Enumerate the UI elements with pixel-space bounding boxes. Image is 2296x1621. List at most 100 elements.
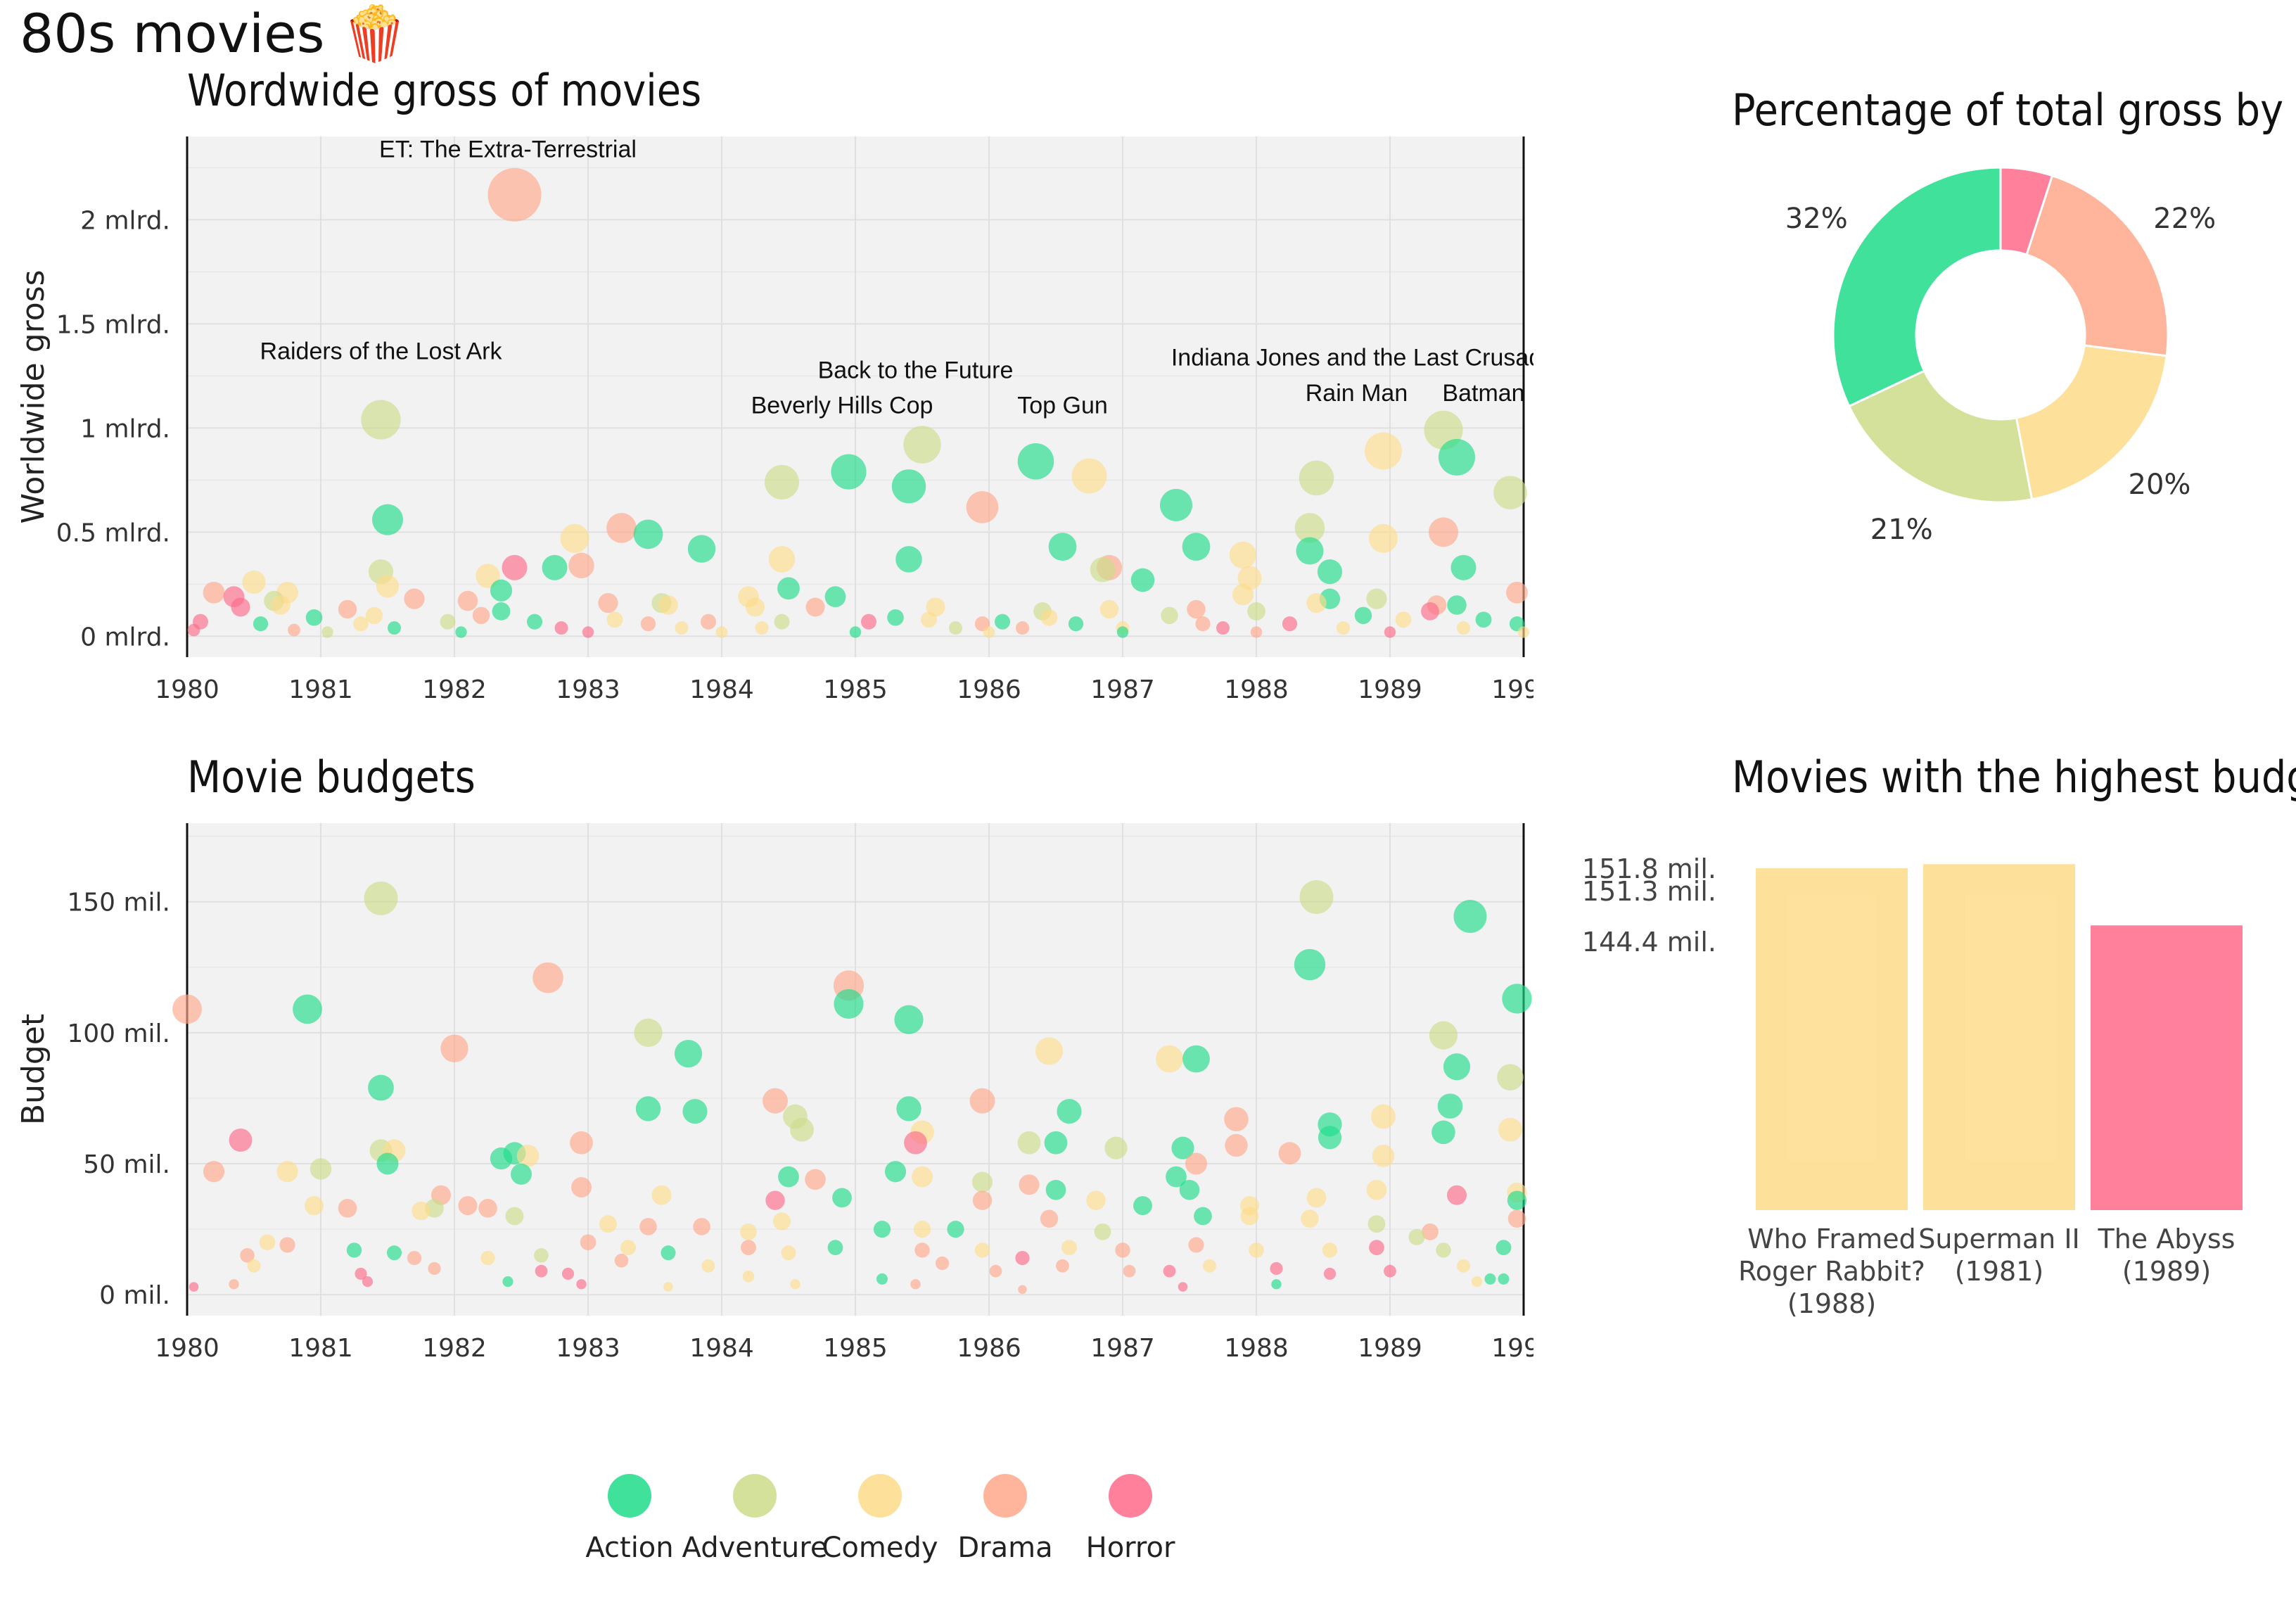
y-tick-label: 150 mil. (67, 889, 170, 917)
data-point-comedy (663, 1282, 673, 1292)
data-point-drama (203, 581, 225, 604)
data-point-adventure (361, 400, 401, 440)
data-point-horror (231, 597, 250, 617)
data-point-comedy (974, 1242, 990, 1258)
legend-item-comedy: Comedy (822, 1474, 938, 1564)
donut-slice-label: 32% (1785, 203, 1848, 235)
data-point-adventure (1299, 460, 1334, 496)
data-point-drama (1195, 616, 1211, 632)
data-point-drama (1019, 1174, 1040, 1195)
data-point-adventure (1294, 513, 1325, 543)
data-point-comedy (921, 611, 937, 628)
data-point-comedy (701, 1259, 715, 1273)
data-point-drama (966, 491, 999, 523)
data-point-comedy (353, 616, 369, 632)
data-point-action (1048, 533, 1077, 561)
data-point-comedy (651, 1185, 672, 1205)
data-point-action (502, 1276, 514, 1288)
data-point-drama (457, 590, 478, 611)
data-point-horror (362, 1276, 374, 1288)
data-point-action (1194, 1207, 1212, 1226)
data-point-drama (203, 1161, 225, 1183)
data-point-action (253, 616, 269, 632)
data-point-adventure (1161, 606, 1178, 624)
data-point-comedy (1372, 1145, 1395, 1167)
data-point-action (896, 1096, 921, 1121)
data-point-action (305, 609, 323, 626)
data-point-action (1296, 537, 1324, 565)
data-point-horror (561, 1267, 575, 1280)
data-point-drama (1188, 1237, 1204, 1253)
data-point-drama (407, 1250, 422, 1266)
data-point-action (633, 519, 663, 549)
y-tick-label: 0 mil. (99, 1281, 170, 1310)
data-point-action (1166, 1166, 1187, 1188)
data-point-comedy (259, 1234, 276, 1251)
data-point-adventure (774, 614, 790, 630)
donut-slice-action (1832, 166, 2002, 408)
data-point-adventure (1408, 1228, 1425, 1245)
bar-category-label: Who Framed (1747, 1223, 1916, 1254)
data-point-comedy (742, 1270, 755, 1283)
data-point-action (455, 626, 467, 638)
data-point-action (1160, 488, 1192, 521)
data-point-drama (914, 1242, 930, 1258)
annotation-label: Batman (1442, 380, 1524, 407)
data-point-adventure (1104, 1136, 1128, 1159)
data-point-comedy (1337, 621, 1350, 635)
data-point-action (849, 626, 862, 638)
data-point-comedy (1203, 1259, 1216, 1273)
data-point-adventure (949, 621, 962, 635)
data-point-comedy (772, 1212, 791, 1231)
legend-item-horror: Horror (1078, 1474, 1183, 1564)
data-point-drama (763, 1088, 788, 1114)
x-tick-label: 1990 (1491, 675, 1533, 704)
data-point-drama (472, 606, 490, 624)
legend-label-action: Action (585, 1532, 674, 1564)
data-point-drama (1016, 621, 1029, 635)
data-point-action (1502, 984, 1532, 1014)
data-point-action (891, 469, 926, 504)
data-point-action (1044, 1131, 1068, 1155)
data-point-action (1484, 1273, 1496, 1285)
bar-category-label: (1988) (1787, 1288, 1876, 1319)
data-point-action (884, 1161, 907, 1183)
data-point-drama (1115, 1242, 1130, 1258)
data-point-comedy (1086, 1190, 1106, 1210)
data-point-action (1045, 1179, 1066, 1200)
data-point-comedy (1306, 1188, 1327, 1208)
data-point-comedy (1457, 1259, 1470, 1273)
data-point-action (682, 1098, 708, 1124)
data-point-drama (172, 994, 202, 1024)
data-point-action (1437, 1093, 1463, 1119)
bar-3 (2091, 925, 2243, 1210)
legend-label-comedy: Comedy (822, 1532, 938, 1564)
data-point-action (1475, 611, 1492, 628)
data-point-drama (606, 513, 637, 543)
data-point-action (1447, 595, 1467, 615)
data-point-action (490, 579, 513, 602)
x-tick-label: 1982 (422, 675, 487, 704)
data-point-drama (428, 1261, 441, 1276)
budget-scatter-chart: 0 mil. 50 mil. 100 mil. 150 mil. 1980 1981 198… (15, 823, 1533, 1363)
data-point-action (1453, 900, 1487, 934)
data-point-comedy (1099, 599, 1119, 619)
data-point-comedy (276, 1161, 298, 1183)
y-tick-label: 2 mlrd. (80, 206, 170, 235)
data-point-action (832, 1188, 852, 1208)
data-point-adventure (1497, 1064, 1524, 1091)
data-point-adventure (364, 881, 398, 915)
data-point-drama (487, 167, 542, 222)
donut-slice-label: 21% (1870, 514, 1933, 546)
data-point-action (387, 1245, 402, 1261)
data-point-horror (187, 623, 200, 637)
data-point-action (1294, 948, 1326, 981)
data-point-comedy (1457, 621, 1470, 635)
data-point-action (492, 602, 511, 621)
data-point-comedy (1471, 1276, 1483, 1288)
data-point-action (824, 586, 846, 608)
data-point-comedy (1371, 1104, 1396, 1129)
data-point-horror (535, 1264, 548, 1278)
x-tick-label: 1980 (155, 675, 219, 704)
data-point-comedy (740, 1223, 757, 1240)
